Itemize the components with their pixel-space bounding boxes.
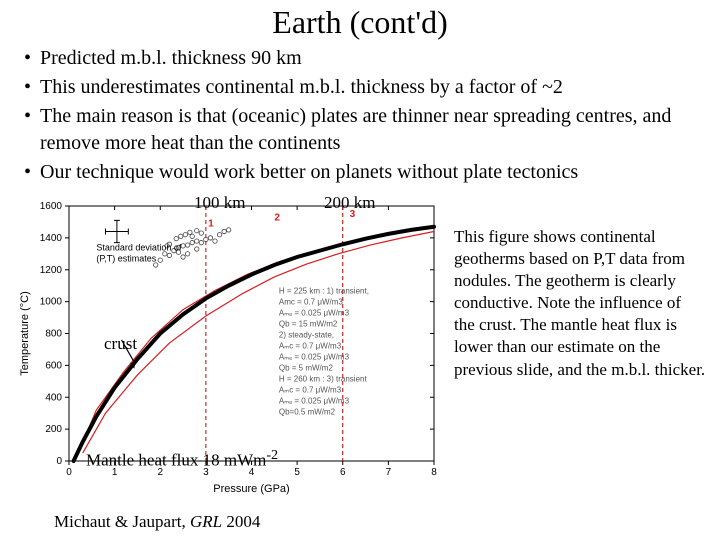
svg-text:800: 800 bbox=[45, 329, 62, 340]
svg-text:(P,T) estimates: (P,T) estimates bbox=[96, 254, 156, 264]
geotherm-chart: 012345678Pressure (GPa)02004006008001000… bbox=[14, 196, 444, 516]
svg-text:H = 260 km : 3) transient: H = 260 km : 3) transient bbox=[279, 375, 368, 384]
svg-text:0: 0 bbox=[66, 467, 72, 478]
svg-text:Pressure (GPa): Pressure (GPa) bbox=[213, 483, 289, 495]
svg-text:8: 8 bbox=[431, 467, 437, 478]
bullet-item: The main reason is that (oceanic) plates… bbox=[24, 103, 696, 157]
bullet-list: Predicted m.b.l. thickness 90 km This un… bbox=[0, 45, 720, 196]
svg-text:1: 1 bbox=[208, 219, 214, 230]
svg-text:Aₘc = 0.7 μW/m3: Aₘc = 0.7 μW/m3 bbox=[279, 386, 342, 395]
bullet-item: Our technique would work better on plane… bbox=[24, 159, 696, 186]
label-200km: 200 km bbox=[324, 193, 375, 213]
svg-text:400: 400 bbox=[45, 392, 62, 403]
svg-text:1600: 1600 bbox=[40, 201, 63, 212]
svg-text:200: 200 bbox=[45, 424, 62, 435]
svg-text:5: 5 bbox=[294, 467, 300, 478]
svg-text:Qb = 5 mW/m2: Qb = 5 mW/m2 bbox=[279, 364, 334, 373]
svg-text:2: 2 bbox=[274, 212, 280, 223]
svg-text:Aₘₑ = 0.025 μW/m3: Aₘₑ = 0.025 μW/m3 bbox=[279, 309, 350, 318]
page-title: Earth (cont'd) bbox=[0, 0, 720, 45]
svg-text:2) steady-state,: 2) steady-state, bbox=[279, 331, 334, 340]
bullet-item: This underestimates continental m.b.l. t… bbox=[24, 74, 696, 101]
label-100km: 100 km bbox=[194, 193, 245, 213]
svg-text:Aₘₑ = 0.025 μW/m3: Aₘₑ = 0.025 μW/m3 bbox=[279, 397, 350, 406]
svg-text:1200: 1200 bbox=[40, 265, 63, 276]
svg-text:Aₘₑ = 0.025 μW/m3: Aₘₑ = 0.025 μW/m3 bbox=[279, 353, 350, 362]
svg-text:H = 225 km : 1) transient,: H = 225 km : 1) transient, bbox=[279, 287, 369, 296]
svg-text:1400: 1400 bbox=[40, 233, 63, 244]
svg-text:Qb=0.5 mW/m2: Qb=0.5 mW/m2 bbox=[279, 408, 336, 417]
svg-text:Temperature (°C): Temperature (°C) bbox=[19, 291, 31, 375]
svg-text:Qb = 15 mW/m2: Qb = 15 mW/m2 bbox=[279, 320, 338, 329]
svg-text:7: 7 bbox=[386, 467, 392, 478]
svg-text:Standard deviation of: Standard deviation of bbox=[96, 243, 182, 253]
bullet-item: Predicted m.b.l. thickness 90 km bbox=[24, 45, 696, 72]
svg-text:Aₘc = 0.7 μW/m3: Aₘc = 0.7 μW/m3 bbox=[279, 342, 342, 351]
label-crust: crust bbox=[104, 334, 137, 354]
svg-text:0: 0 bbox=[56, 456, 62, 467]
svg-text:6: 6 bbox=[340, 467, 346, 478]
svg-text:1000: 1000 bbox=[40, 297, 63, 308]
svg-text:Amc = 0.7 μW/m3: Amc = 0.7 μW/m3 bbox=[279, 298, 344, 307]
label-mantle-flux: Mantle heat flux 18 mWm-2 bbox=[86, 447, 278, 471]
svg-text:600: 600 bbox=[45, 360, 62, 371]
figure-caption: This figure shows continental geotherms … bbox=[454, 196, 706, 381]
